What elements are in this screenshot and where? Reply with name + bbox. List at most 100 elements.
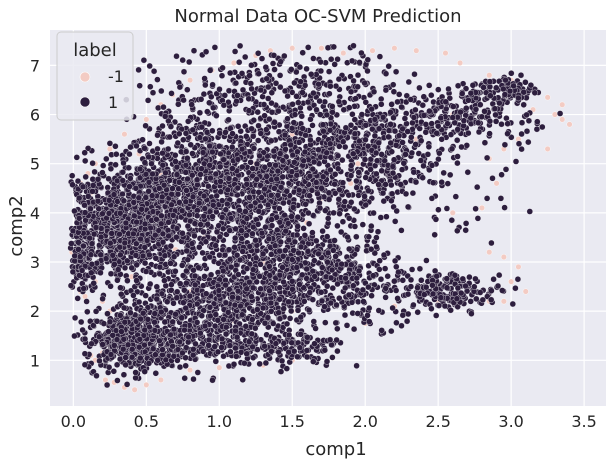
inlier-point xyxy=(145,188,152,195)
inlier-point xyxy=(156,263,164,271)
inlier-point xyxy=(132,374,139,382)
inlier-point xyxy=(255,208,262,215)
inlier-point xyxy=(330,209,337,217)
inlier-point xyxy=(373,170,380,178)
inlier-point xyxy=(327,83,334,90)
inlier-point xyxy=(127,143,134,151)
inlier-point xyxy=(262,64,269,71)
inlier-point xyxy=(277,184,285,191)
inlier-point xyxy=(303,65,310,73)
inlier-point xyxy=(255,50,262,57)
inlier-point xyxy=(324,44,332,51)
inlier-point xyxy=(296,186,303,194)
inlier-point xyxy=(356,59,363,66)
inlier-point xyxy=(486,78,494,85)
inlier-point xyxy=(200,228,207,236)
inlier-point xyxy=(424,151,432,158)
inlier-point xyxy=(97,251,104,258)
inlier-point xyxy=(130,292,137,299)
inlier-point xyxy=(96,357,103,365)
inlier-point xyxy=(246,72,253,79)
inlier-point xyxy=(347,88,355,95)
inlier-point xyxy=(525,117,533,124)
inlier-point xyxy=(121,239,128,247)
inlier-point xyxy=(437,114,444,122)
inlier-point xyxy=(152,231,159,239)
inlier-point xyxy=(189,150,196,157)
inlier-point xyxy=(301,82,309,89)
inlier-point xyxy=(133,277,140,284)
inlier-point xyxy=(449,114,456,121)
inlier-point xyxy=(167,260,174,267)
inlier-point xyxy=(329,109,336,116)
inlier-point xyxy=(276,72,284,79)
inlier-point xyxy=(477,101,484,108)
inlier-point xyxy=(388,101,395,108)
outlier-point xyxy=(486,249,493,256)
inlier-point xyxy=(210,202,217,209)
inlier-point xyxy=(438,136,445,143)
inlier-point xyxy=(243,181,250,188)
inlier-point xyxy=(317,58,324,66)
inlier-point xyxy=(301,148,309,156)
inlier-point xyxy=(242,323,249,330)
inlier-point xyxy=(202,48,210,55)
inlier-point xyxy=(354,83,361,90)
inlier-point xyxy=(276,205,283,212)
inlier-point xyxy=(140,310,147,317)
inlier-point xyxy=(123,381,131,388)
outlier-point xyxy=(559,116,566,123)
inlier-point xyxy=(290,204,297,211)
inlier-point xyxy=(258,194,265,201)
inlier-point xyxy=(265,83,272,91)
inlier-point xyxy=(293,93,300,100)
inlier-point xyxy=(204,108,211,115)
inlier-point xyxy=(209,81,216,88)
inlier-point xyxy=(354,298,362,305)
inlier-point xyxy=(397,181,404,188)
inlier-point xyxy=(128,264,135,272)
inlier-point xyxy=(236,42,244,50)
inlier-point xyxy=(200,90,208,98)
inlier-point xyxy=(92,308,100,315)
inlier-point xyxy=(147,280,154,288)
outlier-point xyxy=(515,263,522,270)
inlier-point xyxy=(445,85,452,93)
inlier-point xyxy=(200,213,207,220)
inlier-point xyxy=(371,132,379,140)
inlier-point xyxy=(93,318,101,325)
inlier-point xyxy=(152,370,159,377)
inlier-point xyxy=(207,312,214,320)
inlier-point xyxy=(111,261,118,268)
outlier-point xyxy=(354,160,361,167)
inlier-point xyxy=(305,44,312,51)
inlier-point xyxy=(270,52,278,59)
inlier-point xyxy=(520,101,527,108)
inlier-point xyxy=(330,43,337,51)
inlier-point xyxy=(119,169,126,176)
inlier-point xyxy=(369,125,376,133)
inlier-point xyxy=(132,185,140,192)
inlier-point xyxy=(174,191,182,198)
inlier-point xyxy=(158,220,165,227)
inlier-point xyxy=(172,152,179,159)
outlier-point xyxy=(486,72,493,79)
inlier-point xyxy=(247,80,254,87)
inlier-point xyxy=(132,369,139,376)
inlier-point xyxy=(422,129,429,136)
inlier-point xyxy=(257,86,264,94)
inlier-point xyxy=(263,75,270,82)
inlier-point xyxy=(184,86,191,93)
inlier-point xyxy=(181,287,188,294)
inlier-point xyxy=(313,106,320,113)
inlier-point xyxy=(454,126,461,133)
inlier-point xyxy=(350,42,357,49)
inlier-point xyxy=(146,62,153,70)
inlier-point xyxy=(452,193,459,200)
inlier-point xyxy=(382,70,390,77)
inlier-point xyxy=(216,86,223,93)
inlier-point xyxy=(510,82,517,90)
inlier-point xyxy=(412,106,419,114)
inlier-point xyxy=(258,55,266,62)
